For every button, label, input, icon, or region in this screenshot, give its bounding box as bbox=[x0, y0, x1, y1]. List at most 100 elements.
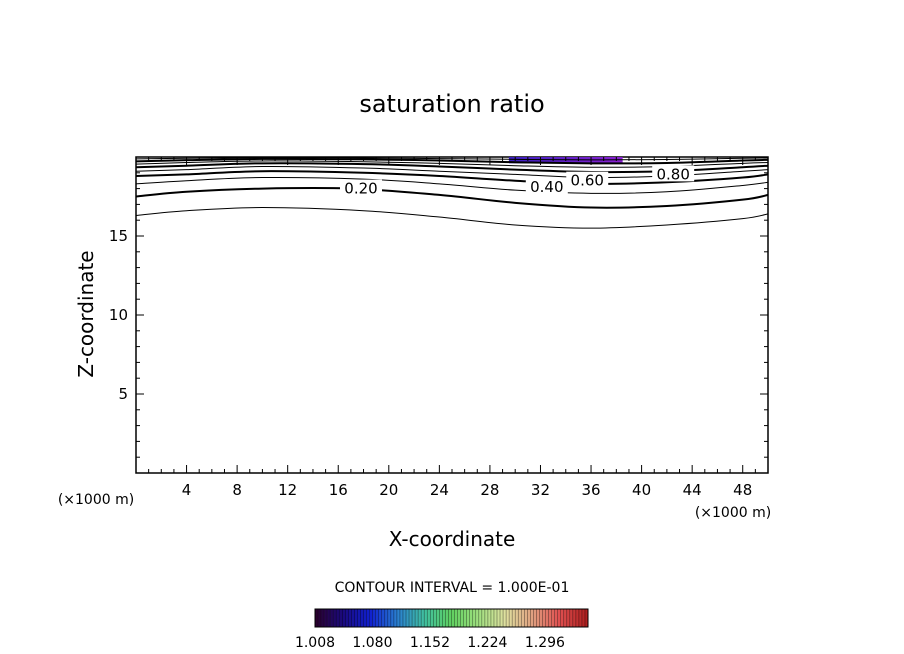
contour-line-2 bbox=[135, 176, 769, 194]
x-tick-label-2: 12 bbox=[278, 481, 297, 499]
contour-label-1: 0.40 bbox=[530, 178, 563, 196]
colorbar-cell bbox=[478, 609, 483, 627]
colorbar-cell bbox=[518, 609, 522, 627]
colorbar-cell bbox=[575, 609, 580, 627]
colorbar-cell bbox=[363, 609, 367, 627]
contour-line-4 bbox=[135, 165, 769, 179]
colorbar-cell bbox=[369, 609, 373, 627]
contour-label-bg-1 bbox=[525, 178, 568, 195]
x-axis-ticks: 4 8 12 16 20 24 28 32 36 40 44 48 bbox=[135, 157, 769, 499]
colorbar bbox=[314, 608, 589, 628]
colorbar-cell bbox=[351, 609, 355, 627]
colorbar-cell bbox=[445, 609, 449, 627]
colorbar-cell bbox=[345, 609, 349, 627]
contour-label-bg-2 bbox=[566, 171, 609, 188]
colorbar-cell bbox=[484, 609, 489, 627]
contour-line-3 bbox=[135, 170, 769, 185]
colorbar-cell bbox=[515, 609, 519, 627]
x-tick-label-3: 16 bbox=[329, 481, 348, 499]
plot-area bbox=[135, 156, 769, 474]
colorbar-cell bbox=[324, 609, 328, 627]
contour-interval-text: CONTOUR INTERVAL = 1.000E-01 bbox=[335, 580, 570, 596]
colorbar-cell bbox=[454, 609, 458, 627]
colorbar-cell bbox=[521, 609, 525, 627]
colorbar-cell bbox=[418, 609, 422, 627]
contour-line-8 bbox=[135, 157, 769, 161]
colorbar-tick-label-2: 1.152 bbox=[410, 635, 450, 651]
contour-line-6 bbox=[135, 160, 769, 168]
colorbar-cell bbox=[506, 609, 510, 627]
contour-label-3: 0.80 bbox=[656, 165, 689, 183]
colorbar-cell bbox=[560, 609, 564, 627]
chart-title: saturation ratio bbox=[359, 90, 544, 118]
colorbar-cell bbox=[378, 609, 382, 627]
colorbar-cell bbox=[500, 609, 504, 627]
colorbar-cell bbox=[497, 609, 501, 627]
x-axis-label: X-coordinate bbox=[389, 527, 516, 551]
contour-lines bbox=[135, 157, 769, 229]
colorbar-cell bbox=[318, 609, 322, 627]
colorbar-cell bbox=[524, 609, 528, 627]
colorbar-cell bbox=[342, 609, 346, 627]
y-unit-label: (×1000 m) bbox=[58, 492, 134, 508]
colorbar-cell bbox=[451, 609, 455, 627]
x-tick-label-10: 44 bbox=[683, 481, 702, 499]
colorbar-tick-label-0: 1.008 bbox=[295, 635, 335, 651]
x-tick-label-5: 24 bbox=[430, 481, 449, 499]
colorbar-cell bbox=[512, 609, 516, 627]
contour-label-bg-0 bbox=[339, 179, 382, 196]
colorbar-cell bbox=[469, 609, 473, 627]
colorbar-cell bbox=[503, 609, 507, 627]
colorbar-cell bbox=[381, 609, 385, 627]
colorbar-cell bbox=[357, 609, 361, 627]
colorbar-cell bbox=[354, 609, 358, 627]
colorbar-cell bbox=[336, 609, 340, 627]
colorbar-cell bbox=[536, 609, 540, 627]
colorbar-cell bbox=[321, 609, 325, 627]
colorbar-cell bbox=[375, 609, 379, 627]
y-tick-label-0: 5 bbox=[118, 385, 128, 403]
colorbar-cell bbox=[399, 609, 404, 627]
colorbar-cell bbox=[390, 609, 395, 627]
plot-frame bbox=[135, 156, 769, 474]
colorbar-cell bbox=[530, 609, 534, 627]
y-axis-label: Z-coordinate bbox=[74, 250, 98, 377]
contour-labels: 0.20 0.40 0.60 0.80 bbox=[339, 165, 695, 198]
colorbar-cell bbox=[493, 609, 498, 627]
colorbar-cell bbox=[409, 609, 413, 627]
colorbar-cell bbox=[472, 609, 476, 627]
colorbar-cell bbox=[539, 609, 543, 627]
colorbar-cell bbox=[584, 609, 589, 627]
colorbar-cell bbox=[402, 609, 407, 627]
colorbar-cell bbox=[463, 609, 467, 627]
colorbar-cell bbox=[487, 609, 492, 627]
colorbar-cell bbox=[427, 609, 431, 627]
colorbar-frame bbox=[314, 608, 589, 628]
y-axis-ticks: 5 10 15 bbox=[109, 156, 768, 474]
colorbar-cell bbox=[533, 609, 537, 627]
colorbar-cell bbox=[527, 609, 531, 627]
colorbar-cell bbox=[406, 609, 410, 627]
colorbar-cell bbox=[366, 609, 370, 627]
colorbar-cell bbox=[490, 609, 495, 627]
x-tick-label-1: 8 bbox=[232, 481, 242, 499]
y-tick-label-1: 10 bbox=[109, 306, 128, 324]
colorbar-cell bbox=[551, 609, 555, 627]
colorbar-tick-label-3: 1.224 bbox=[467, 635, 507, 651]
colorbar-cell bbox=[457, 609, 461, 627]
colorbar-cell bbox=[554, 609, 558, 627]
colorbar-cell bbox=[481, 609, 486, 627]
colorbar-cell bbox=[330, 609, 334, 627]
colorbar-tick-label-4: 1.296 bbox=[525, 635, 565, 651]
colorbar-cell bbox=[466, 609, 470, 627]
colorbar-cell bbox=[333, 609, 337, 627]
contour-label-2: 0.60 bbox=[571, 172, 604, 190]
colorbar-cell bbox=[339, 609, 343, 627]
colorbar-cell bbox=[348, 609, 352, 627]
colorbar-cell bbox=[421, 609, 425, 627]
colorbar-cell bbox=[572, 609, 577, 627]
contour-label-bg-3 bbox=[652, 165, 695, 182]
x-tick-label-9: 40 bbox=[632, 481, 651, 499]
contour-line-5 bbox=[135, 162, 769, 174]
colorbar-cell bbox=[545, 609, 549, 627]
